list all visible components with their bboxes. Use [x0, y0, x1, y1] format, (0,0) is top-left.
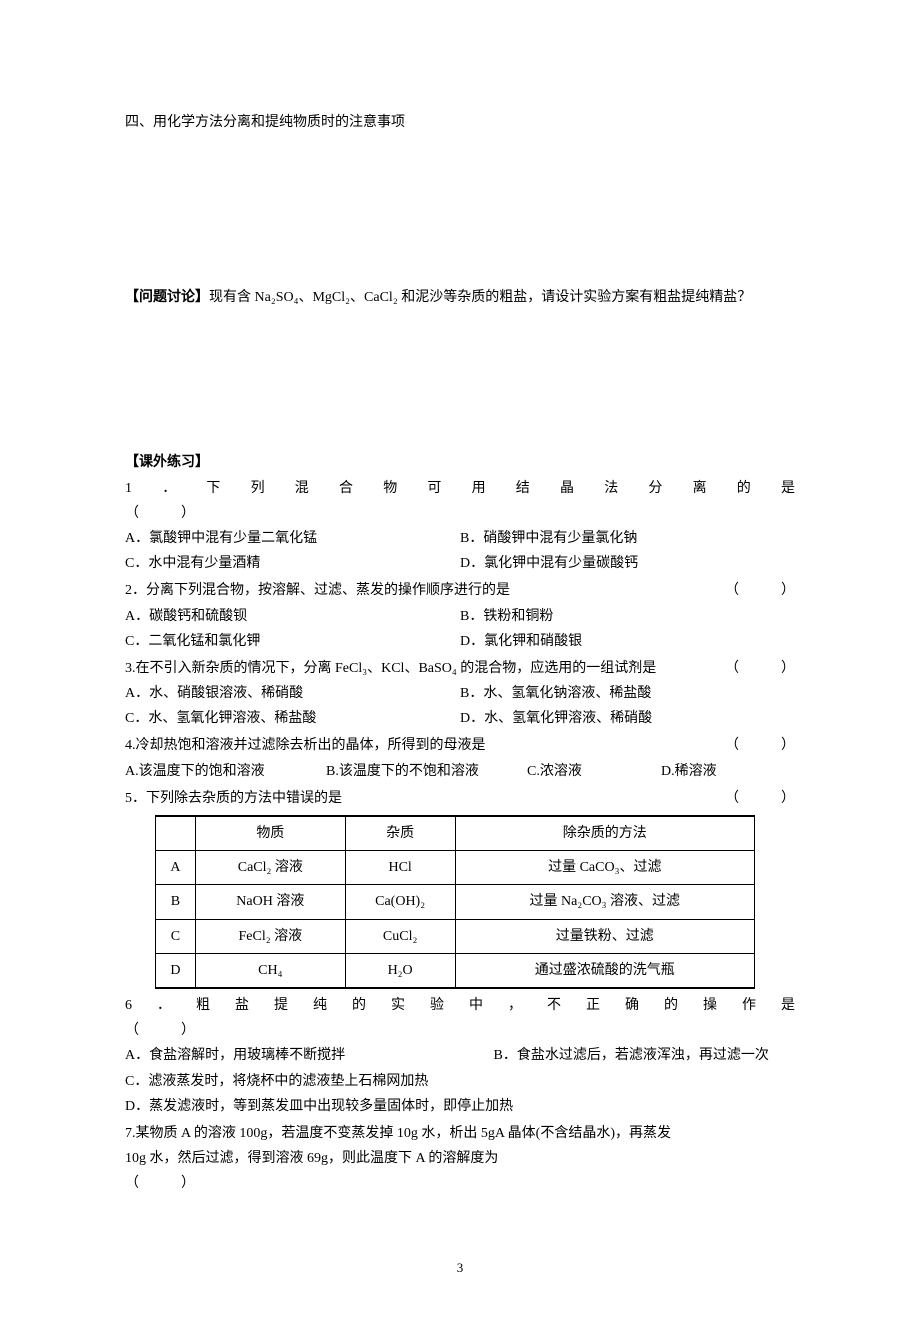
q6-paren: （ ） — [125, 1018, 795, 1043]
q6-opt-b: B．食盐水过滤后，若滤液浑浊，再过滤一次 — [494, 1043, 796, 1068]
q1-opt-c: C．水中混有少量酒精 — [125, 551, 460, 576]
cell: HCl — [345, 851, 455, 885]
q3-paren: （ ） — [715, 656, 795, 681]
cell: Ca(OH)₂ — [345, 885, 455, 919]
discussion-text: 现有含 Na₂SO₄、MgCl₂、CaCl₂ 和泥沙等杂质的粗盐，请设计实验方案… — [209, 290, 751, 305]
q3-opt-a: A．水、硝酸银溶液、稀硝酸 — [125, 681, 460, 706]
cell: H₂O — [345, 953, 455, 988]
q6-opt-c: C．滤液蒸发时，将烧杯中的滤液垫上石棉网加热 — [125, 1069, 795, 1094]
th-method: 除杂质的方法 — [455, 816, 754, 851]
q5-stem: 5．下列除去杂质的方法中错误的是 — [125, 786, 715, 811]
th-substance: 物质 — [195, 816, 345, 851]
q4-opt-b: B.该温度下的不饱和溶液 — [326, 759, 527, 784]
q3-opt-d: D．水、氢氧化钾溶液、稀硝酸 — [460, 706, 795, 731]
question-2: 2．分离下列混合物，按溶解、过滤、蒸发的操作顺序进行的是 （ ） A．碳酸钙和硫… — [125, 578, 795, 654]
q1-stem: 1．下列混合物可用结晶法分离的是 — [125, 476, 795, 501]
th-impurity: 杂质 — [345, 816, 455, 851]
q4-paren: （ ） — [715, 733, 795, 758]
q6-opt-d: D．蒸发滤液时，等到蒸发皿中出现较多量固体时，即停止加热 — [125, 1094, 795, 1119]
cell: A — [156, 851, 196, 885]
table-row: D CH₄ H₂O 通过盛浓硫酸的洗气瓶 — [156, 953, 755, 988]
q3-opt-b: B．水、氢氧化钠溶液、稀盐酸 — [460, 681, 795, 706]
cell: 通过盛浓硫酸的洗气瓶 — [455, 953, 754, 988]
page-number: 3 — [125, 1256, 795, 1279]
discussion-block: 【问题讨论】现有含 Na₂SO₄、MgCl₂、CaCl₂ 和泥沙等杂质的粗盐，请… — [125, 285, 795, 310]
q2-opt-d: D．氯化钾和硝酸银 — [460, 629, 795, 654]
q1-opt-a: A．氯酸钾中混有少量二氧化锰 — [125, 526, 460, 551]
exercise-label: 【课外练习】 — [125, 450, 795, 475]
q1-opt-b: B．硝酸钾中混有少量氯化钠 — [460, 526, 795, 551]
cell: D — [156, 953, 196, 988]
th-blank — [156, 816, 196, 851]
question-1: 1．下列混合物可用结晶法分离的是 （ ） A．氯酸钾中混有少量二氧化锰 B．硝酸… — [125, 476, 795, 577]
q6-stem: 6．粗盐提纯的实验中，不正确的操作是 — [125, 993, 795, 1018]
q4-stem: 4.冷却热饱和溶液并过滤除去析出的晶体，所得到的母液是 — [125, 733, 715, 758]
cell: C — [156, 919, 196, 953]
table-row: B NaOH 溶液 Ca(OH)₂ 过量 Na₂CO₃ 溶液、过滤 — [156, 885, 755, 919]
cell: B — [156, 885, 196, 919]
cell: 过量 CaCO₃、过滤 — [455, 851, 754, 885]
q1-opt-d: D．氯化钾中混有少量碳酸钙 — [460, 551, 795, 576]
table-row: A CaCl₂ 溶液 HCl 过量 CaCO₃、过滤 — [156, 851, 755, 885]
q2-paren: （ ） — [715, 578, 795, 603]
section-4-title: 四、用化学方法分离和提纯物质时的注意事项 — [125, 110, 795, 135]
question-6: 6．粗盐提纯的实验中，不正确的操作是 （ ） A．食盐溶解时，用玻璃棒不断搅拌 … — [125, 993, 795, 1119]
q7-line2: 10g 水，然后过滤，得到溶液 69g，则此温度下 A 的溶解度为 — [125, 1146, 795, 1171]
q3-opt-c: C．水、氢氧化钾溶液、稀盐酸 — [125, 706, 460, 731]
question-7: 7.某物质 A 的溶液 100g，若温度不变蒸发掉 10g 水，析出 5gA 晶… — [125, 1121, 795, 1197]
q2-opt-c: C．二氧化锰和氯化钾 — [125, 629, 460, 654]
q4-opt-a: A.该温度下的饱和溶液 — [125, 759, 326, 784]
cell: 过量铁粉、过滤 — [455, 919, 754, 953]
q7-line1: 7.某物质 A 的溶液 100g，若温度不变蒸发掉 10g 水，析出 5gA 晶… — [125, 1121, 795, 1146]
q6-opt-a: A．食盐溶解时，用玻璃棒不断搅拌 — [125, 1043, 494, 1068]
q2-opt-a: A．碳酸钙和硫酸钡 — [125, 604, 460, 629]
discussion-label: 【问题讨论】 — [125, 290, 209, 305]
q7-paren: （ ） — [125, 1171, 795, 1196]
q5-paren: （ ） — [715, 786, 795, 811]
cell: NaOH 溶液 — [195, 885, 345, 919]
cell: CuCl₂ — [345, 919, 455, 953]
cell: CH₄ — [195, 953, 345, 988]
q1-paren: （ ） — [125, 501, 795, 526]
question-3: 3.在不引入新杂质的情况下，分离 FeCl₃、KCl、BaSO₄ 的混合物，应选… — [125, 656, 795, 732]
cell: CaCl₂ 溶液 — [195, 851, 345, 885]
table-row: C FeCl₂ 溶液 CuCl₂ 过量铁粉、过滤 — [156, 919, 755, 953]
question-4: 4.冷却热饱和溶液并过滤除去析出的晶体，所得到的母液是 （ ） A.该温度下的饱… — [125, 733, 795, 783]
q2-stem: 2．分离下列混合物，按溶解、过滤、蒸发的操作顺序进行的是 — [125, 578, 715, 603]
q4-opt-c: C.浓溶液 — [527, 759, 661, 784]
question-5: 5．下列除去杂质的方法中错误的是 （ ） 物质 杂质 除杂质的方法 A CaCl… — [125, 786, 795, 989]
q5-table: 物质 杂质 除杂质的方法 A CaCl₂ 溶液 HCl 过量 CaCO₃、过滤 … — [155, 815, 755, 989]
q2-opt-b: B．铁粉和铜粉 — [460, 604, 795, 629]
cell: 过量 Na₂CO₃ 溶液、过滤 — [455, 885, 754, 919]
q4-opt-d: D.稀溶液 — [661, 759, 795, 784]
q3-stem: 3.在不引入新杂质的情况下，分离 FeCl₃、KCl、BaSO₄ 的混合物，应选… — [125, 656, 715, 681]
cell: FeCl₂ 溶液 — [195, 919, 345, 953]
